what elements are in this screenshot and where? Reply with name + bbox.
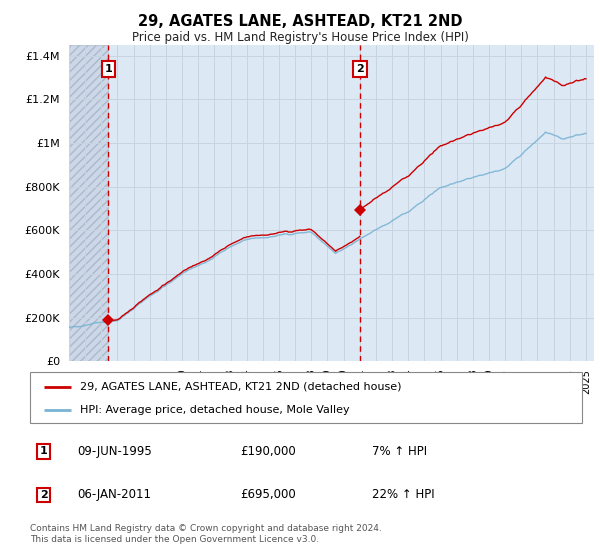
- Text: Price paid vs. HM Land Registry's House Price Index (HPI): Price paid vs. HM Land Registry's House …: [131, 31, 469, 44]
- Bar: [109, 45, 594, 361]
- Text: 1: 1: [104, 64, 112, 74]
- Text: 7% ↑ HPI: 7% ↑ HPI: [372, 445, 427, 458]
- Bar: [69, 45, 109, 361]
- Text: 29, AGATES LANE, ASHTEAD, KT21 2ND: 29, AGATES LANE, ASHTEAD, KT21 2ND: [138, 14, 462, 29]
- Text: HPI: Average price, detached house, Mole Valley: HPI: Average price, detached house, Mole…: [80, 405, 349, 415]
- Text: 22% ↑ HPI: 22% ↑ HPI: [372, 488, 435, 502]
- Text: 06-JAN-2011: 06-JAN-2011: [77, 488, 151, 502]
- Bar: [69, 45, 109, 361]
- Text: 1: 1: [40, 446, 47, 456]
- Text: 29, AGATES LANE, ASHTEAD, KT21 2ND (detached house): 29, AGATES LANE, ASHTEAD, KT21 2ND (deta…: [80, 381, 401, 391]
- Text: £190,000: £190,000: [240, 445, 296, 458]
- Text: 2: 2: [356, 64, 364, 74]
- Text: Contains HM Land Registry data © Crown copyright and database right 2024.
This d: Contains HM Land Registry data © Crown c…: [30, 524, 382, 544]
- Text: 09-JUN-1995: 09-JUN-1995: [77, 445, 152, 458]
- Text: 2: 2: [40, 490, 47, 500]
- Text: £695,000: £695,000: [240, 488, 296, 502]
- FancyBboxPatch shape: [30, 372, 582, 423]
